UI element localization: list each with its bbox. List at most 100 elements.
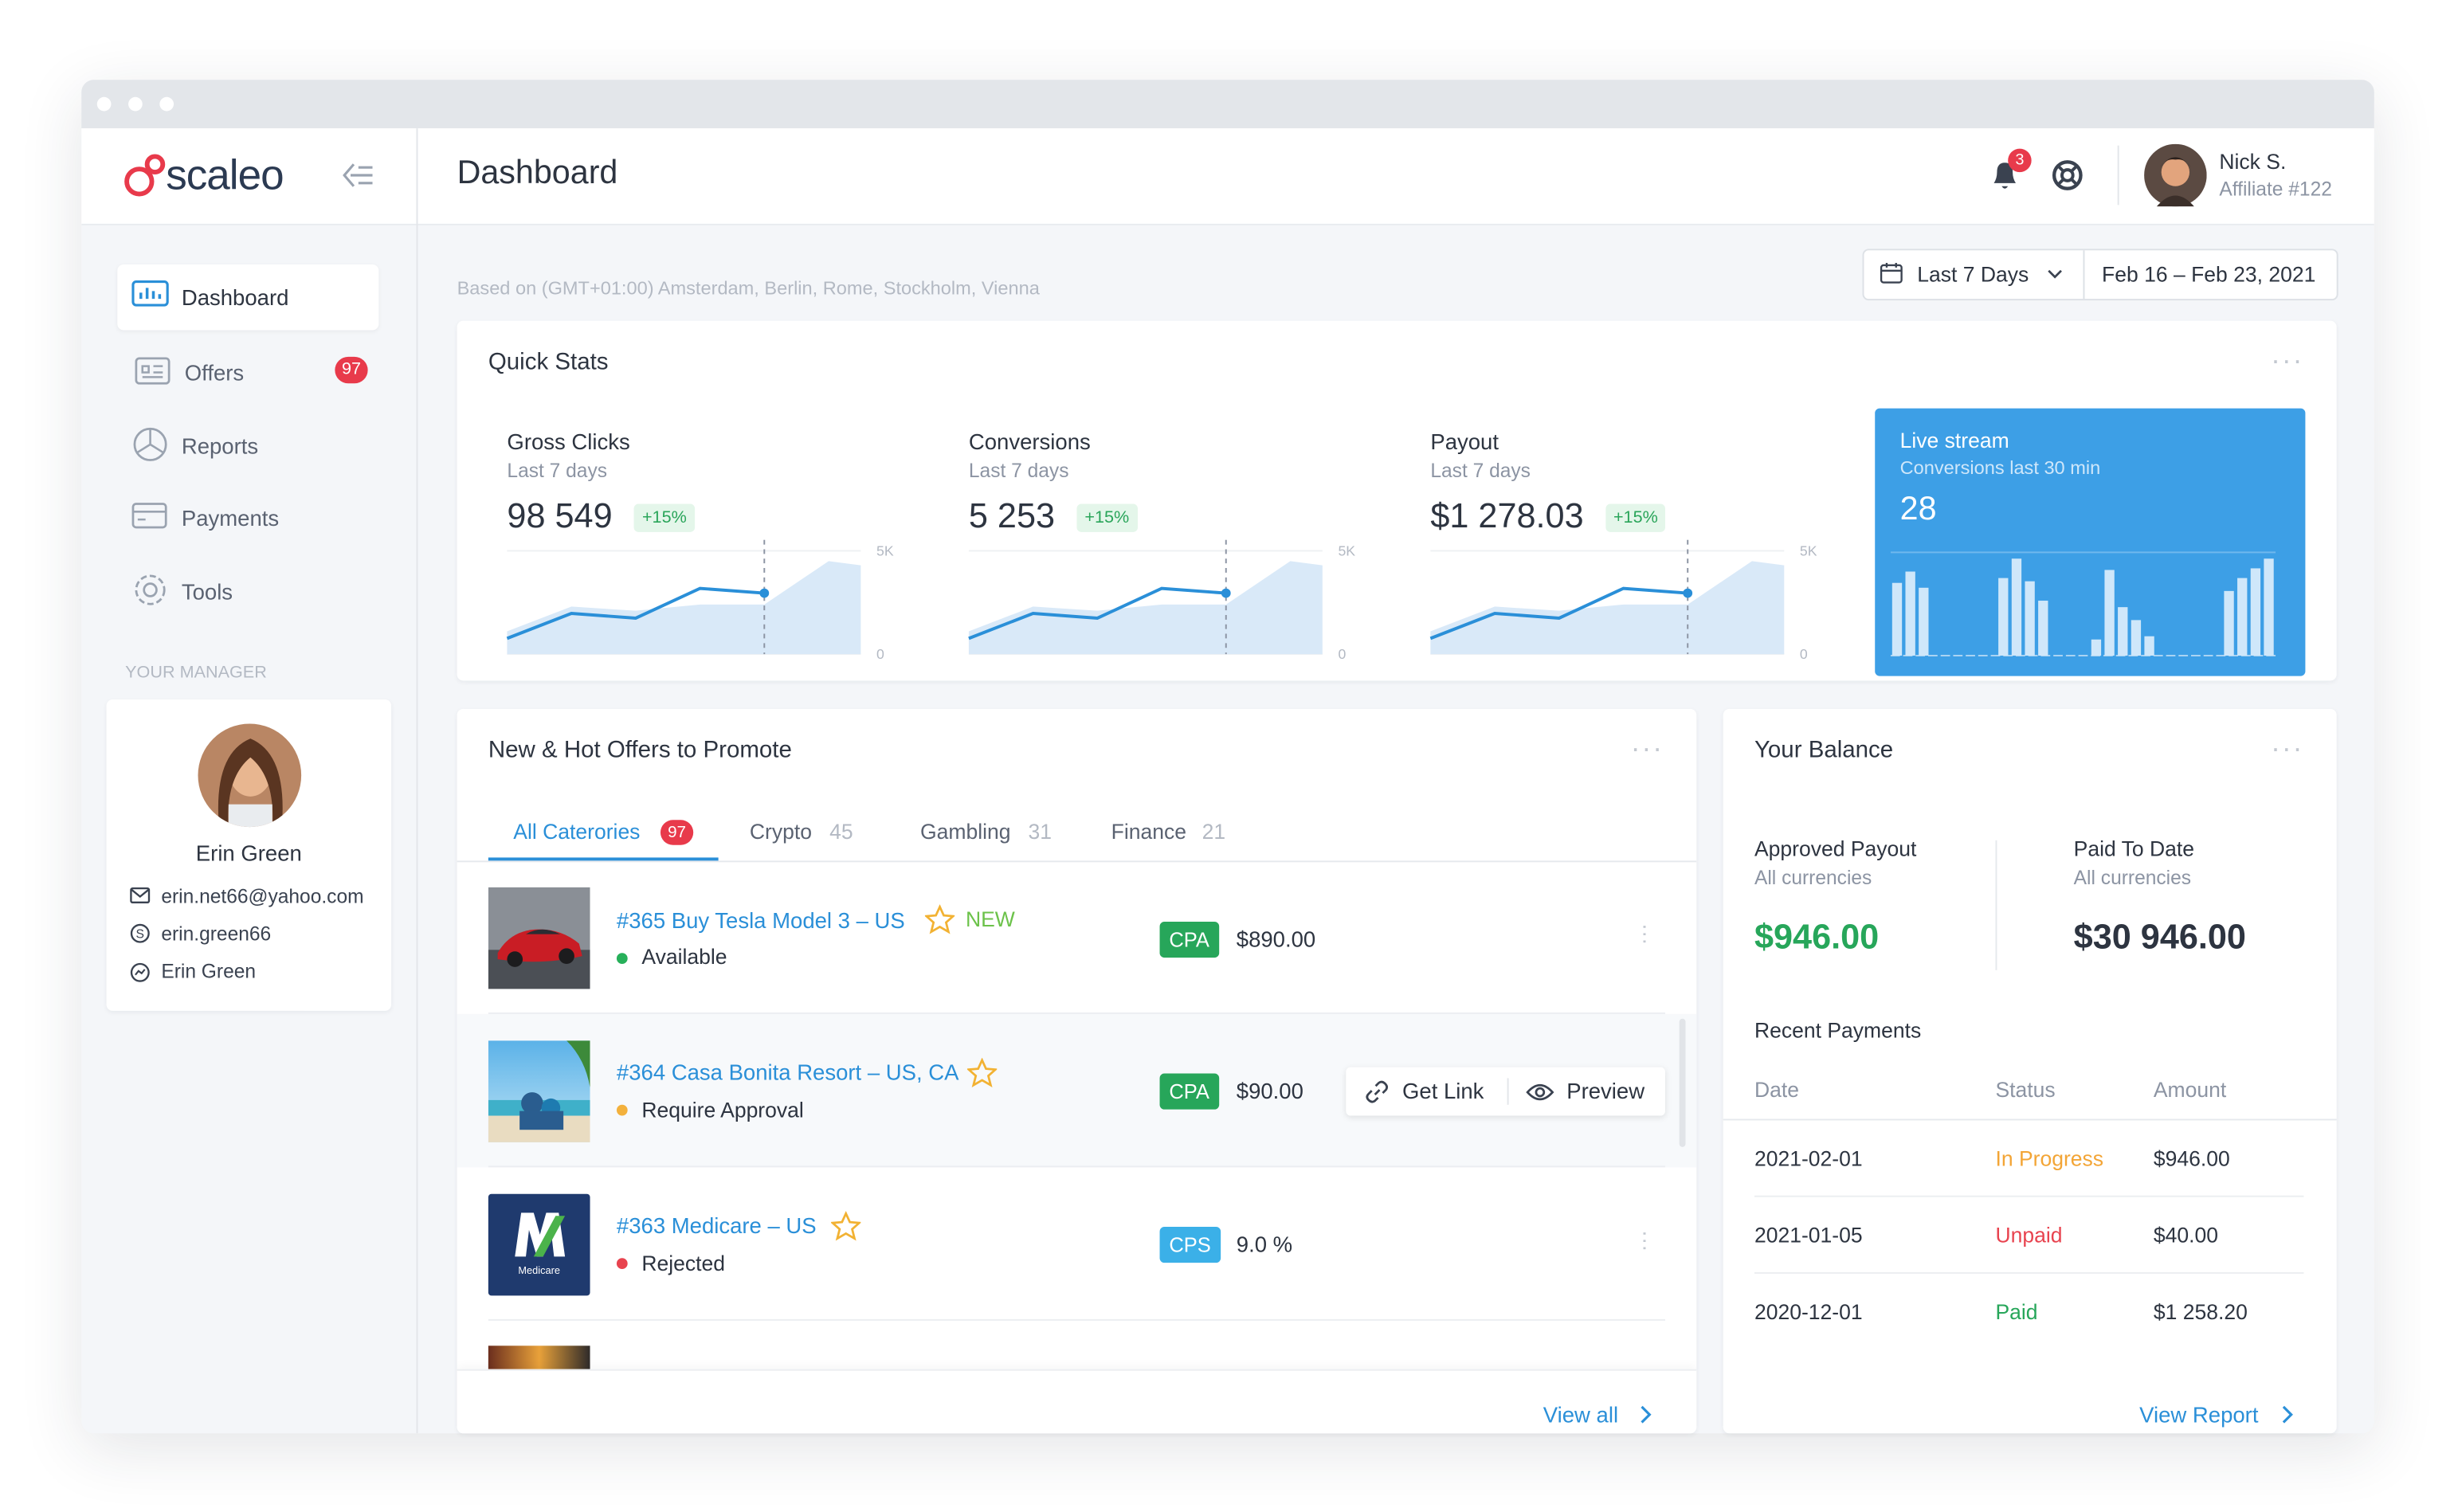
bar	[2011, 558, 2022, 656]
stat-period: Last 7 days	[1430, 460, 1531, 483]
nav-item[interactable]: Payments	[181, 505, 280, 531]
stat-value: 98 549	[507, 496, 613, 535]
divider	[488, 1165, 1666, 1168]
user-avatar[interactable]	[2144, 143, 2207, 207]
tab[interactable]: All Caterories	[513, 820, 641, 844]
collapse-button[interactable]	[343, 161, 374, 189]
offer-title[interactable]: #364 Casa Bonita Resort – US, CA	[616, 1059, 959, 1085]
sparkline: 5K 0	[506, 539, 894, 662]
get-link-button[interactable]: Get Link	[1402, 1078, 1484, 1103]
offer-status: Rejected	[641, 1252, 726, 1275]
view-report-link[interactable]: View Report	[2139, 1402, 2259, 1428]
bar	[1998, 578, 2009, 656]
card-menu[interactable]: ···	[2271, 732, 2304, 764]
nav-item[interactable]: Offers	[184, 359, 245, 386]
nav-item[interactable]: Dashboard	[181, 284, 289, 310]
line	[506, 586, 765, 640]
tab[interactable]: Gambling	[920, 820, 1011, 844]
manager-skype[interactable]: erin.green66	[161, 922, 272, 946]
card-menu[interactable]: ···	[1630, 732, 1664, 764]
favorite-star[interactable]	[924, 904, 955, 934]
sidebar-divider	[416, 128, 418, 1434]
offer-payout: $90.00	[1236, 1078, 1303, 1103]
payout-model: CPA	[1159, 1073, 1219, 1110]
preview-button[interactable]: Preview	[1566, 1078, 1645, 1103]
window-dot	[159, 96, 174, 112]
nav-icon	[133, 427, 167, 461]
bar	[2025, 581, 2035, 656]
column-header: Amount	[2153, 1078, 2227, 1102]
sparkline: 5K 0	[1429, 539, 1817, 662]
tab-underline	[488, 857, 719, 861]
divider	[1507, 1078, 1509, 1105]
card-title: New & Hot Offers to Promote	[488, 737, 792, 764]
tab[interactable]: Crypto	[749, 820, 813, 844]
calendar-icon	[1880, 263, 1903, 284]
live-title: Live stream	[1899, 429, 2009, 452]
nav-item[interactable]: Tools	[181, 578, 233, 605]
divider	[1754, 1195, 2304, 1197]
bar	[2038, 601, 2048, 656]
divider	[1995, 840, 1997, 970]
y-tick-label: 5K	[1338, 543, 1355, 558]
logo-mark	[124, 154, 166, 197]
stat-label: Conversions	[968, 429, 1091, 454]
approved-label: Approved Payout	[1754, 836, 1917, 861]
payment-status: Paid	[1995, 1300, 2038, 1324]
payment-date: 2020-12-01	[1754, 1300, 1863, 1324]
manager-email[interactable]: erin.net66@yahoo.com	[161, 885, 364, 908]
nav-item[interactable]: Reports	[181, 433, 259, 459]
favorite-star[interactable]	[966, 1057, 998, 1088]
offer-thumbnail	[488, 1040, 590, 1142]
status-dot	[616, 1104, 628, 1116]
offer-title[interactable]: #363 Medicare – US	[616, 1212, 817, 1238]
offer-status: Available	[641, 945, 727, 969]
date-range[interactable]: Feb 16 – Feb 23, 2021	[2102, 263, 2316, 287]
logo: scaleo	[166, 151, 284, 199]
offer-title[interactable]: #365 Buy Tesla Model 3 – US	[616, 907, 905, 933]
manager-messenger[interactable]: Erin Green	[161, 961, 257, 983]
y-tick-label: 0	[1800, 646, 1808, 662]
payment-amount: $1 258.20	[2153, 1300, 2248, 1324]
tab[interactable]: Finance	[1111, 820, 1186, 844]
view-all-link[interactable]: View all	[1543, 1402, 1619, 1428]
help-icon[interactable]	[2050, 158, 2084, 192]
divider	[2083, 250, 2085, 300]
stat-change: +15%	[1605, 503, 1666, 532]
divider	[2117, 145, 2119, 206]
nav-icon	[135, 574, 166, 605]
date-preset[interactable]: Last 7 Days	[1917, 263, 2029, 287]
stat-period: Last 7 days	[507, 460, 608, 483]
tab-count: 97	[660, 820, 694, 845]
email-icon	[130, 887, 151, 903]
title-bar	[81, 80, 2374, 129]
offer-payout: 9.0 %	[1236, 1231, 1293, 1257]
tab-count: 45	[829, 820, 853, 844]
bar	[2250, 568, 2261, 656]
offer-thumbnail	[488, 1346, 590, 1369]
window-dot	[96, 96, 112, 112]
balance-card	[1723, 708, 2337, 1434]
line	[968, 586, 1226, 640]
row-menu[interactable]: ···	[1633, 922, 1660, 946]
payout-model: CPS	[1159, 1227, 1221, 1263]
window-dot	[128, 96, 143, 112]
user-role: Affiliate #122	[2219, 178, 2332, 201]
payment-status: In Progress	[1995, 1146, 2104, 1171]
tab-count: 31	[1028, 820, 1053, 844]
medicare-text: Medicare	[518, 1266, 560, 1277]
bar	[2091, 639, 2102, 656]
date-range-picker[interactable]	[1862, 249, 2338, 301]
nav-icon	[135, 357, 171, 385]
card-menu[interactable]: ···	[2271, 344, 2304, 376]
favorite-star[interactable]	[831, 1211, 861, 1241]
column-header: Date	[1754, 1078, 1800, 1102]
stat-label: Payout	[1430, 429, 1499, 454]
offer-tag: NEW	[965, 907, 1015, 931]
stat-label: Gross Clicks	[507, 429, 630, 454]
timezone-note: Based on (GMT+01:00) Amsterdam, Berlin, …	[457, 276, 1040, 300]
notification-bell[interactable]	[1988, 158, 2022, 192]
row-menu[interactable]: ···	[1633, 1229, 1660, 1252]
y-tick-label: 5K	[1800, 543, 1817, 558]
